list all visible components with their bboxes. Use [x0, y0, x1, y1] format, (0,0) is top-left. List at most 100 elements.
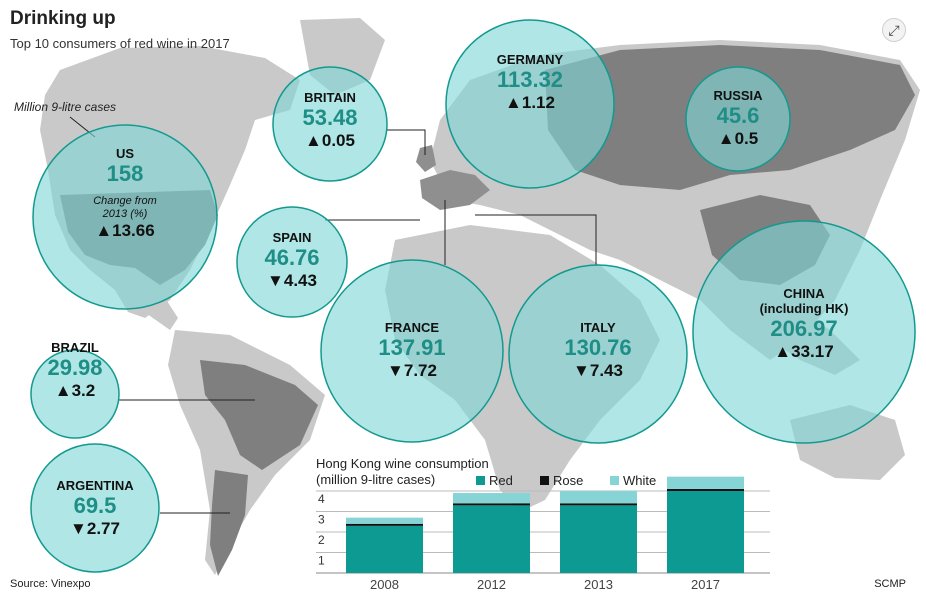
country-change: ▼7.72 [378, 361, 445, 381]
country-value: 206.97 [770, 316, 838, 341]
bubble-argentina [30, 443, 160, 573]
country-name: US [115, 146, 135, 161]
country-value: 113.32 [496, 67, 564, 92]
change-value: 3.2 [71, 381, 96, 400]
change-value: 13.66 [112, 221, 155, 240]
triangle-up-icon: ▲ [54, 381, 72, 400]
country-change: ▲3.2 [47, 381, 102, 401]
country-name: GERMANY [496, 52, 564, 67]
leader-italy [475, 214, 597, 265]
triangle-up-icon: ▲ [717, 129, 735, 148]
bubble-russia [685, 66, 791, 172]
bubble-label-us: US 158 Change from 2013 (%) ▲13.66 [80, 146, 170, 241]
leader-lines [69, 116, 597, 514]
triangle-down-icon: ▼ [573, 361, 590, 380]
country-value: 29.98 [47, 355, 103, 380]
legend-swatch [540, 476, 549, 485]
bubble-label-britain: BRITAIN 53.48 ▲0.05 [302, 90, 357, 151]
country-change: ▲33.17 [760, 342, 849, 362]
bubble-britain [272, 66, 388, 182]
legend-label: White [623, 473, 657, 488]
country-value: 158 [106, 161, 144, 186]
south-america [168, 330, 325, 576]
legend-swatch [476, 476, 485, 485]
country-change: ▲0.05 [302, 131, 357, 151]
triangle-up-icon: ▲ [774, 342, 792, 361]
chart-title: Drinking up [10, 8, 116, 29]
bubble-spain [236, 206, 348, 318]
legend-white: White [610, 473, 656, 488]
country-name: BRAZIL [51, 340, 99, 355]
bubble-label-spain: SPAIN 46.76 ▼4.43 [264, 230, 319, 291]
country-value: 53.48 [302, 105, 358, 130]
bubble-us [32, 124, 218, 310]
land-europe-west [420, 170, 490, 210]
country-name: CHINA [783, 286, 825, 301]
triangle-up-icon: ▲ [505, 93, 522, 112]
change-value: 2.77 [86, 519, 120, 538]
leader-britain [387, 129, 426, 155]
country-name: SPAIN [272, 230, 312, 245]
land-uk [416, 145, 436, 172]
bubble-france [320, 259, 504, 443]
bubble-label-russia: RUSSIA 45.6 ▲0.5 [713, 88, 762, 149]
change-value: 7.72 [403, 361, 437, 380]
legend-rose: Rose [540, 473, 583, 488]
hk-subtitle-line: (million 9-litre cases) [316, 472, 436, 487]
country-value: 130.76 [564, 335, 632, 360]
country-change: ▼2.77 [56, 519, 133, 539]
bubble-label-germany: GERMANY 113.32 ▲1.12 [497, 52, 563, 113]
country-change: ▼7.43 [564, 361, 631, 381]
change-value: 33.17 [791, 342, 834, 361]
country-name: ITALY [580, 320, 616, 335]
triangle-up-icon: ▲ [305, 131, 322, 150]
country-name: RUSSIA [713, 88, 763, 103]
legend-red: Red [476, 473, 513, 488]
credit-note: SCMP [874, 578, 906, 590]
expand-icon: ⤢ [888, 21, 900, 38]
country-change: ▲0.5 [713, 129, 762, 149]
triangle-up-icon: ▲ [95, 221, 113, 240]
triangle-down-icon: ▼ [70, 519, 87, 538]
triangle-down-icon: ▼ [387, 361, 404, 380]
change-value: 4.43 [283, 271, 317, 290]
bubble-label-brazil: BRAZIL 29.98 ▲3.2 [47, 340, 102, 401]
expand-button[interactable]: ⤢ [882, 18, 906, 42]
source-note: Source: Vinexpo [10, 578, 91, 590]
bubble-germany [445, 19, 615, 189]
country-subname: (including HK) [759, 301, 849, 316]
bubble-china [692, 220, 916, 444]
bubble-layer [30, 19, 916, 573]
country-value: 45.6 [716, 103, 760, 128]
change-value: 7.43 [589, 361, 623, 380]
bubble-italy [508, 264, 688, 444]
country-name: FRANCE [384, 320, 440, 335]
hk-title-line: Hong Kong wine consumption [316, 456, 489, 471]
change-value: 1.12 [521, 93, 555, 112]
bubble-brazil [30, 349, 120, 439]
bubble-label-china: CHINA (including HK) 206.97 ▲33.17 [760, 286, 849, 362]
country-name: BRITAIN [304, 90, 356, 105]
country-name: ARGENTINA [56, 478, 134, 493]
bubble-label-italy: ITALY 130.76 ▼7.43 [564, 320, 631, 381]
hk-chart-title: Hong Kong wine consumption (million 9-li… [316, 456, 489, 488]
triangle-down-icon: ▼ [267, 271, 284, 290]
legend-label: Rose [553, 473, 584, 488]
country-value: 137.91 [378, 335, 446, 360]
country-change: ▲1.12 [497, 93, 563, 113]
country-value: 69.5 [73, 493, 117, 518]
land-brazil [200, 360, 318, 470]
chart-subtitle: Top 10 consumers of red wine in 2017 [10, 36, 230, 51]
bubble-label-argentina: ARGENTINA 69.5 ▼2.77 [56, 478, 133, 539]
change-value: 0.05 [321, 131, 355, 150]
legend-swatch [610, 476, 619, 485]
country-change: ▼4.43 [264, 271, 319, 291]
country-value: 46.76 [264, 245, 320, 270]
country-change: ▲13.66 [80, 221, 170, 241]
legend-label: Red [489, 473, 513, 488]
change-value: 0.5 [734, 129, 759, 148]
land-argentina [210, 470, 248, 576]
change-note: Change from 2013 (%) [93, 195, 157, 220]
unit-note: Million 9-litre cases [14, 100, 117, 114]
